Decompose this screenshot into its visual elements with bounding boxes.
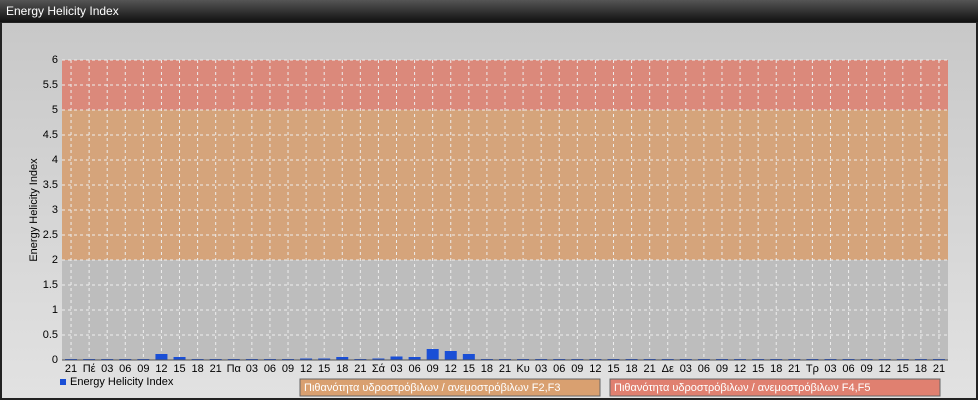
band-legend-label: Πιθανότητα υδροστρόβιλων / ανεμοστρόβιλω… <box>304 382 561 394</box>
y-tick-label: 6 <box>52 54 58 66</box>
x-tick-label: 18 <box>336 363 348 375</box>
x-tick-label: 09 <box>861 363 873 375</box>
bar <box>155 354 168 360</box>
bar <box>462 354 475 360</box>
x-tick-label: 18 <box>915 363 927 375</box>
band-legend-box <box>609 378 941 397</box>
x-tick-label: 09 <box>571 363 583 375</box>
bar <box>408 357 421 360</box>
x-tick-label: 21 <box>210 363 222 375</box>
bar <box>426 349 439 360</box>
x-tick-label: 21 <box>354 363 366 375</box>
x-tick-label: 06 <box>698 363 710 375</box>
x-tick-label: 12 <box>300 363 312 375</box>
chart-title: Energy Helicity Index <box>6 4 119 18</box>
x-tick-label: 03 <box>680 363 692 375</box>
x-tick-label: 03 <box>246 363 258 375</box>
x-tick-label: Τρ <box>806 363 819 375</box>
legend-swatch <box>60 379 66 385</box>
x-tick-label: 18 <box>770 363 782 375</box>
y-tick-label: 2 <box>52 254 58 266</box>
y-tick-label: 3 <box>52 204 58 216</box>
x-tick-label: Δε <box>662 363 674 375</box>
bar <box>318 358 331 360</box>
bar <box>390 356 403 360</box>
y-tick-label: 0 <box>52 354 58 366</box>
x-tick-label: 12 <box>589 363 601 375</box>
y-tick-label: 5.5 <box>43 79 58 91</box>
x-tick-label: 03 <box>824 363 836 375</box>
x-tick-label: 15 <box>752 363 764 375</box>
x-tick-label: Κυ <box>516 363 529 375</box>
x-tick-label: 06 <box>553 363 565 375</box>
x-tick-label: 18 <box>481 363 493 375</box>
bar <box>336 357 349 360</box>
x-tick-label: 18 <box>191 363 203 375</box>
y-tick-label: 5 <box>52 104 58 116</box>
y-axis-label: Energy Helicity Index <box>28 158 40 262</box>
x-tick-label: 09 <box>716 363 728 375</box>
x-tick-label: 12 <box>445 363 457 375</box>
y-tick-label: 2.5 <box>43 229 58 241</box>
x-tick-label: 06 <box>408 363 420 375</box>
y-tick-label: 0.5 <box>43 329 58 341</box>
x-tick-label: 03 <box>390 363 402 375</box>
x-tick-label: 06 <box>119 363 131 375</box>
x-tick-label: 21 <box>65 363 77 375</box>
x-tick-label: 09 <box>427 363 439 375</box>
x-tick-label: 21 <box>933 363 945 375</box>
legend-label: Energy Helicity Index <box>70 376 174 388</box>
x-tick-label: 18 <box>625 363 637 375</box>
x-tick-label: 21 <box>644 363 656 375</box>
x-tick-label: 15 <box>607 363 619 375</box>
band-legend-label: Πιθανότητα υδροστρόβιλων / ανεμοστρόβιλω… <box>614 382 871 394</box>
y-tick-label: 1 <box>52 304 58 316</box>
x-tick-label: 09 <box>282 363 294 375</box>
title-bar <box>0 0 978 22</box>
bar <box>372 358 385 360</box>
bar <box>444 351 457 360</box>
x-tick-label: 12 <box>879 363 891 375</box>
x-tick-label: 06 <box>264 363 276 375</box>
bar <box>300 358 313 360</box>
y-tick-label: 4 <box>52 154 58 166</box>
x-tick-label: 15 <box>318 363 330 375</box>
y-tick-label: 4.5 <box>43 129 58 141</box>
x-tick-label: 09 <box>137 363 149 375</box>
y-tick-label: 1.5 <box>43 279 58 291</box>
x-tick-label: 12 <box>155 363 167 375</box>
x-tick-label: Πέ <box>83 363 96 375</box>
bar <box>173 357 186 360</box>
y-tick-label: 3.5 <box>43 179 58 191</box>
x-tick-label: 15 <box>463 363 475 375</box>
x-tick-label: 21 <box>788 363 800 375</box>
x-tick-label: 06 <box>842 363 854 375</box>
band-legend-box <box>299 378 601 397</box>
x-tick-label: 03 <box>101 363 113 375</box>
x-tick-label: 15 <box>897 363 909 375</box>
x-tick-label: 03 <box>535 363 547 375</box>
x-tick-label: Σά <box>372 363 386 375</box>
x-tick-label: 21 <box>499 363 511 375</box>
x-tick-label: 12 <box>734 363 746 375</box>
x-tick-label: Πα <box>227 363 242 375</box>
x-tick-label: 15 <box>173 363 185 375</box>
